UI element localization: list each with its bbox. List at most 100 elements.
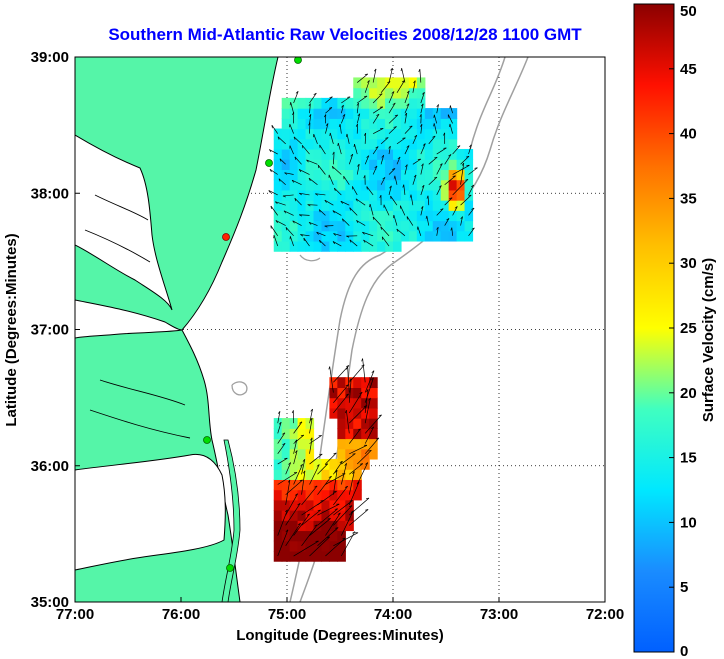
velocity-cell (400, 230, 410, 242)
velocity-cell (297, 418, 307, 429)
velocity-cell (416, 200, 426, 211)
velocity-cell (297, 108, 307, 119)
velocity-cell (313, 210, 323, 222)
velocity-cell (456, 159, 466, 171)
velocity-vector-head (307, 204, 311, 207)
velocity-cell (345, 469, 354, 480)
velocity-vector (341, 114, 346, 124)
velocity-cell (313, 240, 323, 252)
colorbar-tick-label: 15 (680, 450, 697, 467)
velocity-cell (305, 169, 315, 181)
velocity-vector (349, 509, 369, 526)
velocity-cell (353, 377, 362, 389)
velocity-vector-head (350, 510, 354, 513)
velocity-vector (313, 134, 318, 144)
velocity-cell (329, 220, 338, 232)
velocity-cell (361, 200, 370, 211)
velocity-cell (337, 230, 346, 242)
x-axis-ticks: 77:00 76:00 75:00 74:00 73:00 72:00 (56, 597, 624, 623)
velocity-vector (271, 124, 279, 134)
velocity-vector (436, 147, 447, 155)
velocity-vector (388, 67, 393, 83)
velocity-vector (333, 505, 353, 526)
velocity-cell (337, 407, 346, 419)
velocity-field-south (273, 358, 382, 562)
velocity-vector (285, 227, 294, 237)
velocity-vector (380, 137, 389, 145)
velocity-vector-head (340, 201, 344, 204)
velocity-cell (377, 148, 386, 160)
velocity-vector-head (327, 518, 331, 520)
velocity-vector-head (466, 155, 470, 158)
velocity-vector-head (334, 508, 338, 510)
velocity-vector-head (404, 112, 408, 116)
velocity-cell (345, 387, 354, 399)
velocity-vector (348, 471, 355, 495)
velocity-cell (289, 428, 299, 440)
velocity-vector-head (471, 207, 475, 210)
velocity-vector-head (375, 146, 379, 149)
x-tick-label: 76:00 (162, 606, 200, 623)
velocity-cell (313, 520, 323, 532)
velocity-vector-head (420, 124, 423, 127)
velocity-vector (333, 470, 338, 495)
velocity-cell (337, 189, 346, 201)
velocity-vector-head (332, 151, 335, 155)
velocity-cell (329, 520, 338, 532)
velocity-cell (281, 489, 291, 501)
velocity-cell (408, 220, 418, 232)
velocity-cell (432, 118, 442, 130)
velocity-vector (309, 435, 322, 444)
velocity-vector (341, 96, 351, 104)
velocity-cell (432, 159, 442, 171)
velocity-cell (297, 220, 307, 232)
velocity-cell (297, 148, 307, 160)
velocity-cell (321, 240, 330, 252)
velocity-cell (281, 540, 291, 552)
velocity-cell (305, 448, 315, 460)
velocity-cell (305, 148, 315, 160)
velocity-vector-head (359, 463, 363, 465)
velocity-vector-head (440, 208, 444, 211)
velocity-cell (321, 489, 330, 501)
velocity-field-north (268, 67, 478, 252)
velocity-cell (464, 200, 474, 211)
velocity-vector-head (366, 389, 369, 393)
velocity-vector (325, 107, 333, 114)
velocity-vector-head (283, 210, 287, 214)
velocity-cell (353, 407, 362, 419)
velocity-cell (393, 138, 402, 150)
velocity-vector (290, 236, 294, 247)
velocity-cell (273, 240, 283, 252)
velocity-vector (428, 176, 438, 185)
velocity-cell (313, 540, 323, 552)
velocity-vector (366, 186, 374, 196)
velocity-vector (468, 167, 478, 175)
velocity-vector (333, 151, 335, 165)
velocity-cell (385, 210, 394, 222)
velocity-vector-head (405, 164, 408, 168)
velocity-cell (369, 220, 378, 232)
colorbar-tick-label: 5 (680, 579, 688, 596)
velocity-cell (281, 210, 291, 222)
velocity-vector (352, 186, 358, 196)
velocity-vector (309, 417, 313, 434)
velocity-vector (349, 405, 368, 424)
velocity-vector-head (365, 509, 369, 511)
velocity-cell (289, 520, 299, 532)
velocity-cell (400, 169, 410, 181)
velocity-vector (388, 126, 397, 134)
velocity-vector-head (375, 437, 379, 440)
velocity-cell (321, 540, 330, 552)
y-axis-label: Latitude (Degrees:Minutes) (3, 233, 20, 426)
velocity-vector-head (278, 421, 282, 425)
velocity-vector (309, 103, 311, 114)
velocity-vector-head (413, 80, 416, 84)
velocity-vector (318, 209, 326, 216)
velocity-cell (424, 118, 434, 130)
velocity-cell (337, 210, 346, 222)
velocity-vector-head (338, 124, 341, 128)
velocity-vector-head (378, 414, 382, 417)
velocity-cell (321, 499, 330, 511)
velocity-vector (348, 428, 361, 444)
